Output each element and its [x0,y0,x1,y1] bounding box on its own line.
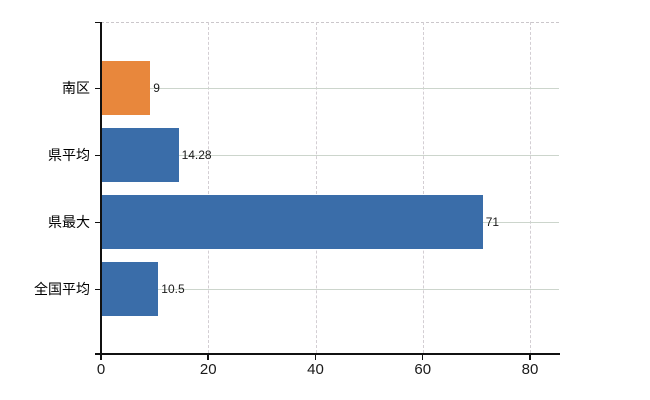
x-axis-tick [100,353,102,360]
value-label: 9 [153,81,160,95]
y-axis [100,22,102,353]
gridline-horizontal [101,289,559,290]
plot-top-border [101,22,559,23]
y-axis-tick [95,289,101,290]
gridline-vertical [530,22,531,353]
x-tick-label: 80 [521,361,539,378]
x-axis-tick [421,353,424,360]
category-label: 全国平均 [34,281,90,297]
bar [102,61,151,115]
x-tick-label: 40 [307,361,324,378]
category-label: 県最大 [48,214,90,230]
gridline-vertical [208,22,210,353]
gridline-vertical [422,22,424,353]
y-axis-tick [95,155,101,156]
x-tick-label: 20 [199,361,217,378]
bar [102,128,179,182]
value-label: 10.5 [161,282,185,296]
x-axis-tick [207,353,209,360]
y-axis-tick [95,88,101,89]
y-axis-tick [95,222,101,223]
bar [102,195,483,249]
gridline-horizontal [101,155,559,156]
x-tick-label: 60 [414,361,432,378]
value-label: 14.28 [181,148,212,162]
category-label: 南区 [62,80,90,96]
gridline-horizontal [101,88,559,89]
value-label: 71 [485,215,500,229]
bar [102,262,159,316]
y-axis-tick [95,22,101,23]
x-axis-tick [314,353,316,360]
gridline-vertical [315,22,317,353]
x-tick-label: 0 [96,361,106,378]
category-label: 県平均 [48,147,90,163]
x-axis [95,353,560,355]
x-axis-tick [529,353,531,360]
